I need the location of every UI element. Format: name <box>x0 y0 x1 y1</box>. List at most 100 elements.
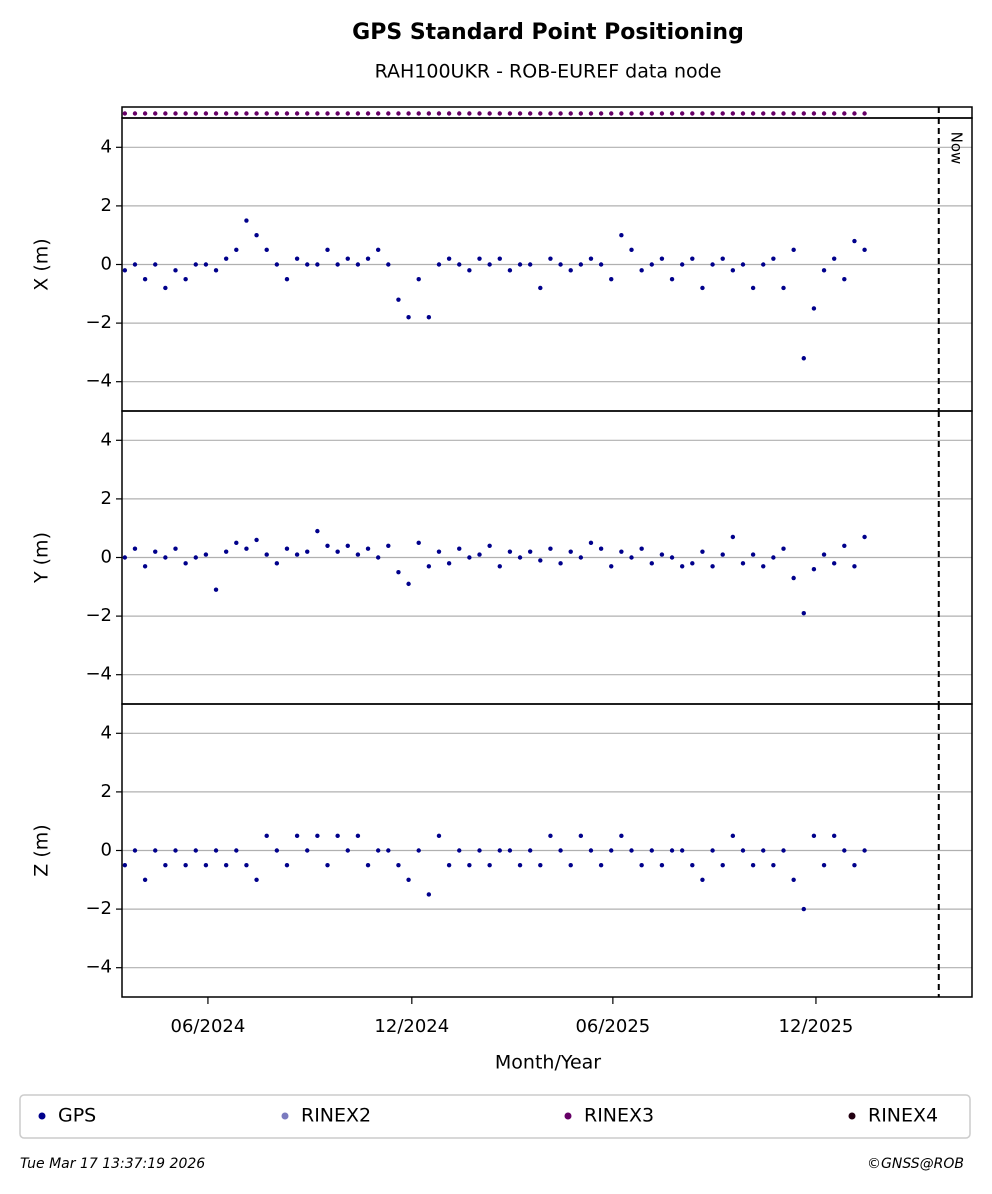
gps-point <box>750 285 756 291</box>
gps-point <box>183 561 188 566</box>
gps-point <box>122 555 128 560</box>
gps-point <box>122 862 128 868</box>
rinex3-dot <box>821 111 827 116</box>
gps-point <box>750 862 756 868</box>
rinex3-dot <box>315 111 320 116</box>
rinex3-dot <box>426 111 432 116</box>
rinex3-dot <box>203 111 209 116</box>
gps-point <box>355 833 361 839</box>
gps-point <box>669 276 675 282</box>
legend-label: RINEX3 <box>584 1105 654 1127</box>
legend <box>19 1094 971 1139</box>
rinex3-dot <box>852 111 857 116</box>
gps-point <box>862 247 867 253</box>
gps-point <box>244 218 249 223</box>
rinex3-dot <box>386 111 391 116</box>
rinex3-dot <box>761 111 766 116</box>
rinex3-dot <box>305 111 310 116</box>
gps-point <box>811 833 817 839</box>
gps-point <box>619 549 624 554</box>
rinex3-dot <box>629 111 634 116</box>
gps-point <box>446 256 452 261</box>
gps-point <box>639 268 644 273</box>
x-axis-label: Month/Year <box>495 1052 601 1074</box>
rinex3-dot <box>487 111 492 116</box>
gps-point <box>507 549 513 554</box>
gps-point <box>467 268 472 273</box>
gps-point <box>700 877 705 882</box>
gps-point <box>609 848 614 853</box>
gps-point <box>386 262 391 267</box>
gps-point <box>527 549 533 554</box>
rinex3-dot <box>335 111 340 116</box>
gps-point <box>659 862 665 868</box>
gps-point <box>578 555 584 560</box>
y-tick-label: −2 <box>85 312 112 333</box>
gps-point <box>730 833 736 839</box>
gps-point <box>548 833 553 839</box>
gps-point <box>690 862 695 868</box>
legend-marker <box>848 1112 856 1120</box>
gps-point <box>629 848 634 853</box>
gps-point <box>234 540 239 546</box>
gps-point <box>457 262 462 267</box>
gps-point <box>588 848 594 853</box>
rinex3-dot <box>223 111 229 116</box>
rinex3-dot <box>234 111 239 116</box>
gps-point <box>365 546 371 551</box>
legend-label: RINEX2 <box>301 1105 371 1127</box>
rinex3-dot <box>153 111 158 116</box>
legend-label: RINEX4 <box>868 1105 938 1127</box>
gps-point <box>609 564 614 569</box>
gps-point <box>497 848 502 853</box>
gps-point <box>517 862 523 868</box>
gps-point <box>284 546 290 551</box>
gps-point <box>365 862 371 868</box>
gps-point <box>568 268 573 273</box>
panel-frame <box>121 703 973 998</box>
gps-point <box>264 247 269 253</box>
legend-marker <box>564 1112 572 1120</box>
gps-point <box>416 276 421 282</box>
gps-point <box>862 534 867 540</box>
gps-point <box>487 262 492 267</box>
gps-point <box>517 262 523 267</box>
gps-point <box>345 848 350 853</box>
gps-point <box>163 862 168 868</box>
gps-point <box>771 256 776 261</box>
gps-point <box>173 268 178 273</box>
legend-marker <box>281 1112 289 1120</box>
gps-point <box>386 543 391 548</box>
footer-credit: ©GNSS@ROB <box>867 1156 964 1172</box>
rinex3-dot <box>750 111 756 116</box>
gps-point <box>659 552 665 557</box>
gps-point <box>406 877 411 882</box>
rinex3-dot <box>679 111 685 116</box>
gps-point <box>446 862 452 868</box>
gps-point <box>629 555 634 560</box>
gps-point <box>578 833 584 839</box>
gps-point <box>761 262 766 267</box>
gps-point <box>386 848 391 853</box>
gps-point <box>315 833 320 839</box>
gps-point <box>193 555 198 560</box>
y-axis-label: Y (m) <box>31 532 53 584</box>
gps-point <box>517 555 523 560</box>
gps-point <box>690 561 695 566</box>
rinex3-dot <box>355 111 361 116</box>
gps-point <box>426 564 432 569</box>
gps-point <box>771 862 776 868</box>
gps-point <box>740 848 746 853</box>
gps-point <box>831 561 837 566</box>
y-tick-label: 4 <box>101 136 112 157</box>
gps-point <box>609 276 614 282</box>
rinex3-dot <box>720 111 725 116</box>
gps-point <box>416 540 421 546</box>
gps-point <box>163 555 168 560</box>
gps-point <box>436 262 442 267</box>
gps-point <box>700 549 705 554</box>
y-tick-label: 2 <box>101 488 112 509</box>
gps-point <box>467 555 472 560</box>
